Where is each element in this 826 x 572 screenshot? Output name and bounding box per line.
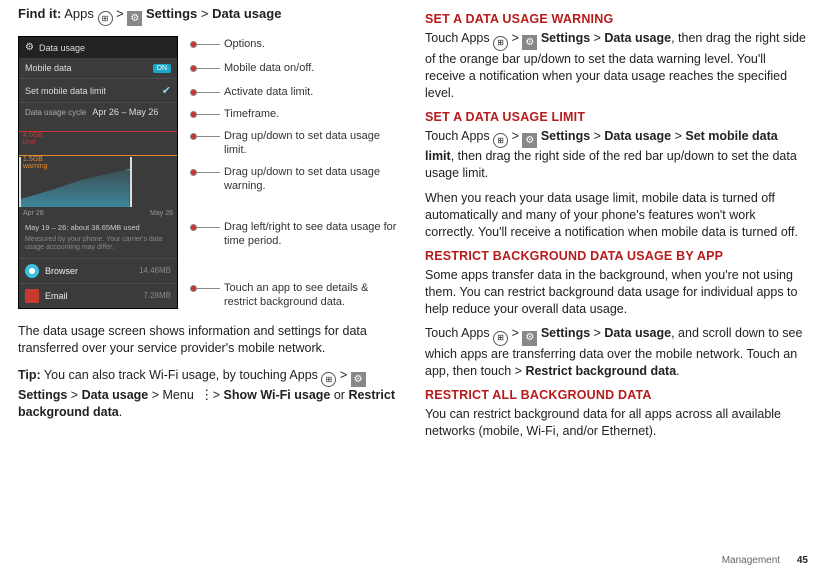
screenshot-data-usage: ⚙ Data usage Mobile data ON Set mobile d… (18, 36, 178, 309)
apps-icon: ⊞ (98, 11, 113, 26)
settings-gear-icon: ⚙ (25, 42, 34, 53)
apps-icon: ⊞ (493, 331, 508, 346)
checkmark-icon: ✔ (162, 84, 171, 97)
email-icon (25, 289, 39, 303)
p-restrict-app: Some apps transfer data in the backgroun… (425, 267, 808, 318)
footer-page: 45 (797, 555, 808, 566)
gear-icon: ⚙ (127, 11, 142, 26)
p-limit: Touch Apps ⊞ > ⚙ Settings > Data usage >… (425, 128, 808, 183)
p-warning: Touch Apps ⊞ > ⚙ Settings > Data usage, … (425, 30, 808, 102)
measured-note: Measured by your phone. Your carrier's d… (19, 236, 177, 258)
apps-icon: ⊞ (493, 36, 508, 51)
cycle-value: Apr 26 – May 26 (92, 107, 158, 117)
set-limit-row[interactable]: Set mobile data limit ✔ (19, 79, 177, 103)
callout-timeframe: Timeframe. (224, 108, 279, 120)
footer-section: Management (722, 555, 780, 566)
heading-limit: SET A DATA USAGE LIMIT (425, 110, 808, 124)
p-restrict-all: You can restrict background data for all… (425, 406, 808, 440)
heading-restrict-app: RESTRICT BACKGROUND DATA USAGE BY APP (425, 249, 808, 263)
heading-restrict-all: RESTRICT ALL BACKGROUND DATA (425, 388, 808, 402)
tip-paragraph: Tip: You can also track Wi-Fi usage, by … (18, 367, 401, 422)
callout-limit-drag: Drag up/down to set data usage limit. (224, 130, 380, 156)
callouts: Options. Mobile data on/off. Activate da… (188, 36, 401, 309)
intro-paragraph: The data usage screen shows information … (18, 323, 401, 357)
page-footer: Management 45 (722, 555, 808, 566)
screenshot-title: Data usage (39, 43, 85, 53)
cycle-label: Data usage cycle (25, 108, 86, 117)
gear-icon: ⚙ (522, 133, 537, 148)
find-it-label: Find it: (18, 6, 61, 21)
mobile-data-switch[interactable]: ON (153, 64, 172, 73)
gear-icon: ⚙ (351, 372, 366, 387)
gear-icon: ⚙ (522, 35, 537, 50)
app-size: 14.46MB (139, 266, 171, 275)
usage-area (19, 169, 130, 207)
cycle-row[interactable]: Data usage cycle Apr 26 – May 26 (19, 103, 177, 121)
limit-line[interactable]: 4.0GB limit (19, 131, 177, 146)
app-row-browser[interactable]: Browser 14.46MB (19, 258, 177, 283)
mobile-data-row[interactable]: Mobile data ON (19, 58, 177, 79)
callout-mobile-data: Mobile data on/off. (224, 62, 314, 74)
callout-options: Options. (224, 38, 265, 50)
x-right: May 26 (150, 210, 173, 217)
p-limit-note: When you reach your data usage limit, mo… (425, 190, 808, 241)
apps-icon: ⊞ (493, 133, 508, 148)
usage-chart[interactable]: 4.0GB limit 1.5GB warning Apr 26 May (19, 121, 177, 219)
screenshot-header: ⚙ Data usage (19, 37, 177, 58)
x-left: Apr 26 (23, 210, 44, 217)
set-limit-label: Set mobile data limit (25, 86, 106, 96)
range-handle-right[interactable] (130, 157, 132, 207)
callout-warning-drag: Drag up/down to set data usage warning. (224, 166, 380, 192)
range-handle-left[interactable] (19, 157, 21, 207)
app-name: Browser (45, 266, 133, 276)
app-name: Email (45, 291, 137, 301)
apps-icon: ⊞ (321, 372, 336, 387)
gear-icon: ⚙ (522, 331, 537, 346)
mobile-data-label: Mobile data (25, 63, 72, 73)
menu-icon (197, 389, 209, 401)
browser-icon (25, 264, 39, 278)
heading-warning: SET A DATA USAGE WARNING (425, 12, 808, 26)
warning-line[interactable]: 1.5GB warning (19, 155, 177, 170)
callout-app-details: Touch an app to see details & restrict b… (224, 282, 368, 308)
callout-activate-limit: Activate data limit. (224, 86, 313, 98)
usage-summary: May 19 – 26: about 38.65MB used (19, 219, 177, 236)
callout-time-range: Drag left/right to see data usage for ti… (224, 221, 396, 247)
app-row-email[interactable]: Email 7.28MB (19, 283, 177, 308)
find-it-line: Find it: Apps ⊞ > ⚙ Settings > Data usag… (18, 6, 401, 26)
app-size: 7.28MB (143, 291, 171, 300)
p-restrict-app2: Touch Apps ⊞ > ⚙ Settings > Data usage, … (425, 325, 808, 380)
